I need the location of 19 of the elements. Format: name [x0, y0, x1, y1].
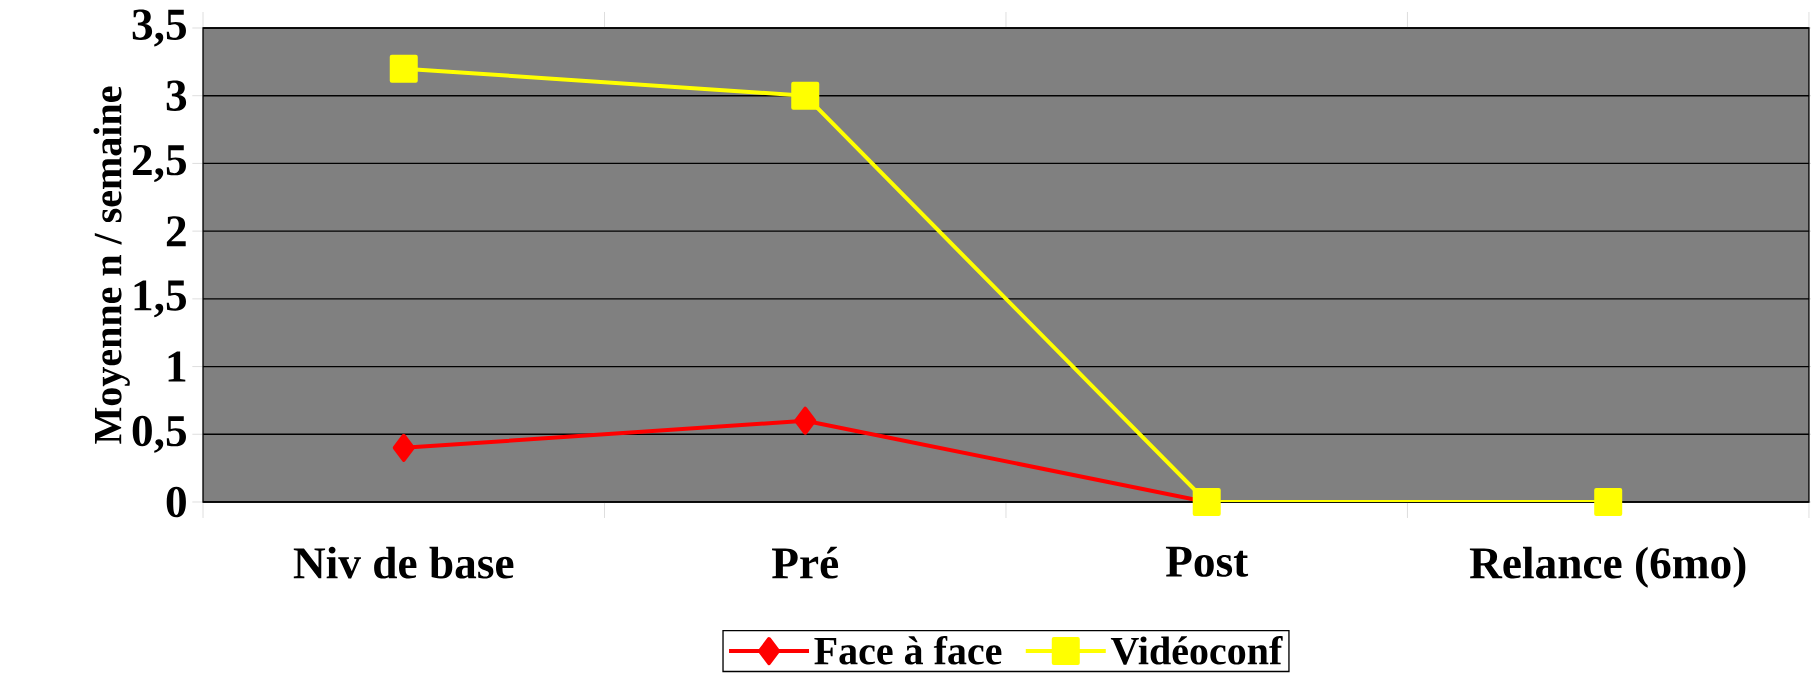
y-tick-label: 2,5 [132, 144, 186, 182]
y-tick-label: 1,5 [134, 280, 186, 318]
point [794, 406, 817, 435]
x-tick-label: Post [1165, 546, 1249, 577]
y-tick-label: 3,5 [132, 9, 186, 47]
point [392, 433, 415, 462]
legend-label: Face à face [814, 635, 1002, 665]
y-tick-label: 0 [166, 486, 186, 518]
y-tick-label: 0,5 [132, 415, 186, 453]
x-tick-label: Pré [772, 546, 839, 579]
y-tick-label: 1 [168, 351, 186, 382]
point [791, 81, 820, 110]
y-tick-label: 2 [166, 216, 186, 247]
y-tick-label: 3 [166, 80, 187, 111]
x-tick-label: Niv de base [293, 546, 514, 579]
point [389, 54, 418, 83]
y-axis-title: Moyenne n / semaine [93, 86, 130, 444]
legend-label: Vidéoconf [1110, 635, 1283, 665]
x-tick-label: Relance (6mo) [1469, 546, 1746, 588]
